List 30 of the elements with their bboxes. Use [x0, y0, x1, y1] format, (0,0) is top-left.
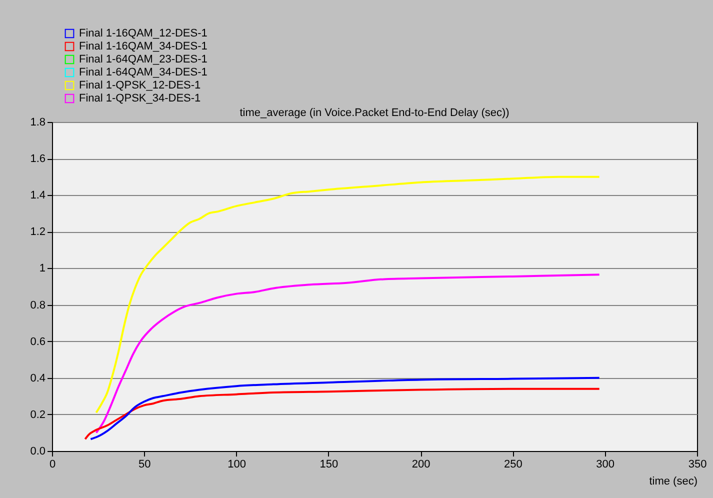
- x-axis-title: time (sec): [649, 476, 698, 488]
- legend-label: Final 1-QPSK_34-DES-1: [79, 92, 201, 104]
- x-tick-label: 350: [688, 458, 707, 470]
- line-series: [95, 176, 600, 414]
- x-tick-label: 250: [504, 458, 522, 470]
- x-tick-label: 50: [138, 458, 151, 470]
- y-tick-label: 1.8: [30, 116, 46, 128]
- line-series: [90, 376, 600, 440]
- line-series: [95, 274, 600, 434]
- legend-label: Final 1-64QAM_34-DES-1: [79, 66, 208, 78]
- legend-label: Final 1-16QAM_12-DES-1: [79, 28, 208, 40]
- y-tick-label: 0.2: [30, 408, 46, 421]
- x-tick-label: 100: [228, 458, 246, 470]
- y-tick-label: 0.4: [30, 372, 46, 384]
- legend-label: Final 1-QPSK_12-DES-1: [79, 80, 201, 92]
- legend-label: Final 1-16QAM_34-DES-1: [79, 40, 208, 52]
- x-tick-label: 150: [320, 458, 338, 470]
- y-tick-label: 1.4: [30, 190, 46, 202]
- x-tick-label: 200: [412, 458, 430, 470]
- y-tick-label: 1.6: [30, 153, 46, 166]
- y-tick-label: 0.0: [30, 446, 46, 458]
- y-tick-label: 0.8: [30, 299, 46, 312]
- chart-title: time_average (in Voice.Packet End-to-End Delay (sec)): [240, 107, 510, 119]
- y-tick-label: 0.6: [30, 336, 46, 348]
- legend-label: Final 1-64QAM_23-DES-1: [79, 54, 208, 66]
- y-tick-label: 1: [39, 262, 46, 275]
- y-tick-label: 1.2: [30, 226, 46, 238]
- x-tick-label: 300: [596, 458, 615, 470]
- x-tick-label: 0: [49, 458, 56, 470]
- line-series: [84, 388, 600, 440]
